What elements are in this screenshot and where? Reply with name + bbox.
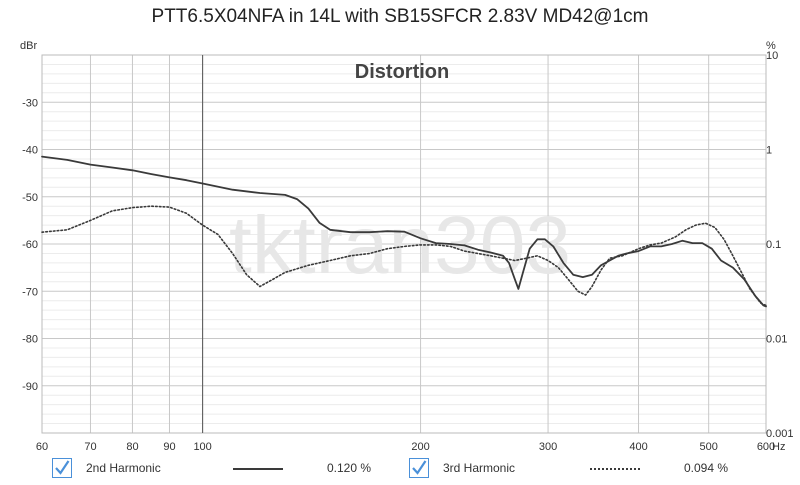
3rd-harmonic-checkbox[interactable] <box>409 458 429 478</box>
y-left-unit-label: dBr <box>20 40 37 52</box>
y-left-tick-label: -30 <box>22 97 38 109</box>
x-tick-label: 300 <box>539 441 557 453</box>
2nd-harmonic-checkbox[interactable] <box>52 458 72 478</box>
x-tick-label: 400 <box>629 441 647 453</box>
plot-frame <box>41 54 767 434</box>
y-left-tick-label: -50 <box>22 192 38 204</box>
x-tick-label: 500 <box>699 441 717 453</box>
page-title: PTT6.5X04NFA in 14L with SB15SFCR 2.83V … <box>151 6 649 27</box>
y-right-tick-label: 1 <box>766 145 772 157</box>
x-tick-label: 200 <box>411 441 429 453</box>
y-left-tick-label: -70 <box>22 286 38 298</box>
distortion-chart: tktran303 Distortion dBr % Hz 60 70 80 90 10… <box>20 40 794 453</box>
y-right-tick-label: 0.1 <box>766 239 781 251</box>
y-left-tick-label: -90 <box>22 381 38 393</box>
2nd-harmonic-line-sample <box>233 468 283 470</box>
x-tick-label: 80 <box>126 441 138 453</box>
x-tick-label: 100 <box>193 441 211 453</box>
series-layer <box>41 155 767 308</box>
x-unit-label: Hz <box>772 441 785 453</box>
3rd-harmonic-label: 3rd Harmonic <box>443 461 516 475</box>
x-tick-label: 60 <box>36 441 48 453</box>
x-tick-label: 90 <box>163 441 175 453</box>
x-tick-label: 70 <box>84 441 96 453</box>
x-tick-label: 600 <box>757 441 775 453</box>
y-left-tick-label: -80 <box>22 334 38 346</box>
y-right-tick-label: 0.01 <box>766 334 787 346</box>
watermark: tktran303 <box>229 200 571 291</box>
y-left-tick-label: -40 <box>22 145 38 157</box>
y-right-tick-label: 10 <box>766 50 778 62</box>
2nd-harmonic-value: 0.120 % <box>327 461 372 475</box>
series-2nd-harmonic-line <box>41 155 767 308</box>
y-right-unit-label: % <box>766 40 776 52</box>
y-right-tick-labels: 10 1 0.1 0.01 0.001 <box>766 50 794 440</box>
3rd-harmonic-value: 0.094 % <box>684 461 729 475</box>
y-left-tick-labels: -30 -40 -50 -60 -70 -80 -90 <box>22 97 38 393</box>
3rd-harmonic-line-sample <box>590 468 640 470</box>
y-right-tick-label: 0.001 <box>766 428 794 440</box>
series-3rd-harmonic-line <box>41 205 767 307</box>
x-tick-labels: 60 70 80 90 100 200 300 400 500 600 <box>36 441 775 453</box>
check-icon <box>55 460 70 475</box>
check-icon <box>412 460 427 475</box>
2nd-harmonic-label: 2nd Harmonic <box>86 461 161 475</box>
chart-title: Distortion <box>355 61 449 83</box>
y-left-tick-label: -60 <box>22 239 38 251</box>
minor-grid <box>42 63 766 425</box>
